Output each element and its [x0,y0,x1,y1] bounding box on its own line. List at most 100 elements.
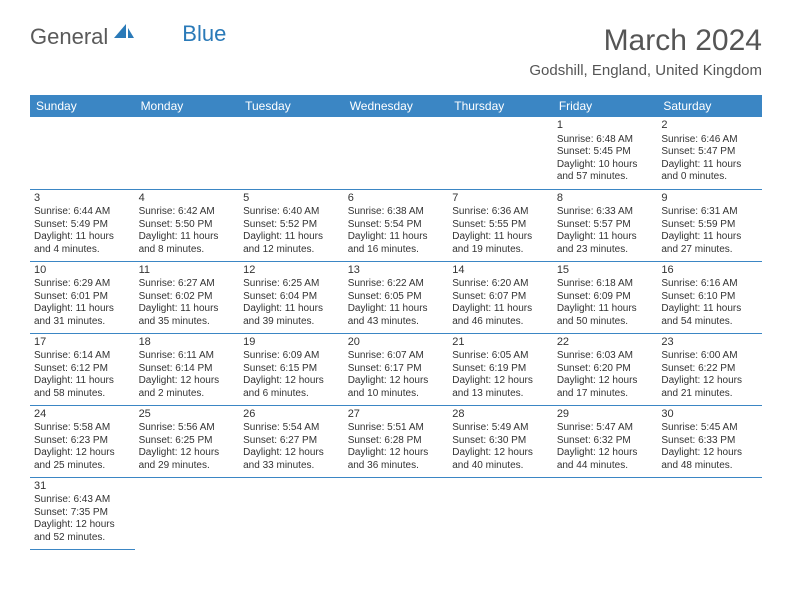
sunset-text: Sunset: 6:23 PM [34,435,131,448]
logo-text-blue: Blue [182,21,226,47]
calendar-day-cell: 15Sunrise: 6:18 AMSunset: 6:09 PMDayligh… [553,261,658,333]
weekday-header: Monday [135,95,240,117]
sunrise-text: Sunrise: 6:14 AM [34,350,131,363]
day-number: 6 [348,192,445,206]
day-number: 22 [557,336,654,350]
day-number: 21 [452,336,549,350]
daylight-text: Daylight: 11 hours and 43 minutes. [348,303,445,328]
calendar-empty-cell [239,477,344,549]
daylight-text: Daylight: 11 hours and 54 minutes. [661,303,758,328]
weekday-header: Thursday [448,95,553,117]
daylight-text: Daylight: 12 hours and 29 minutes. [139,447,236,472]
calendar-day-cell: 23Sunrise: 6:00 AMSunset: 6:22 PMDayligh… [657,333,762,405]
day-number: 4 [139,192,236,206]
sunset-text: Sunset: 5:55 PM [452,219,549,232]
sunset-text: Sunset: 5:59 PM [661,219,758,232]
calendar-empty-cell [553,477,658,549]
page-subtitle: Godshill, England, United Kingdom [529,62,762,79]
calendar-day-cell: 24Sunrise: 5:58 AMSunset: 6:23 PMDayligh… [30,405,135,477]
sunrise-text: Sunrise: 6:31 AM [661,206,758,219]
sunset-text: Sunset: 5:52 PM [243,219,340,232]
daylight-text: Daylight: 12 hours and 10 minutes. [348,375,445,400]
sunset-text: Sunset: 6:33 PM [661,435,758,448]
sunrise-text: Sunrise: 5:56 AM [139,422,236,435]
calendar-day-cell: 13Sunrise: 6:22 AMSunset: 6:05 PMDayligh… [344,261,449,333]
daylight-text: Daylight: 10 hours and 57 minutes. [557,159,654,184]
sunrise-text: Sunrise: 6:25 AM [243,278,340,291]
day-number: 9 [661,192,758,206]
weekday-header: Tuesday [239,95,344,117]
sunset-text: Sunset: 6:27 PM [243,435,340,448]
calendar-row: 24Sunrise: 5:58 AMSunset: 6:23 PMDayligh… [30,405,762,477]
sunset-text: Sunset: 5:57 PM [557,219,654,232]
calendar-empty-cell [239,117,344,189]
day-number: 26 [243,408,340,422]
day-number: 2 [661,119,758,133]
sunrise-text: Sunrise: 5:47 AM [557,422,654,435]
calendar-day-cell: 12Sunrise: 6:25 AMSunset: 6:04 PMDayligh… [239,261,344,333]
calendar-day-cell: 2Sunrise: 6:46 AMSunset: 5:47 PMDaylight… [657,117,762,189]
sunrise-text: Sunrise: 6:07 AM [348,350,445,363]
sunrise-text: Sunrise: 6:40 AM [243,206,340,219]
sunset-text: Sunset: 6:04 PM [243,291,340,304]
calendar-day-cell: 16Sunrise: 6:16 AMSunset: 6:10 PMDayligh… [657,261,762,333]
calendar-day-cell: 29Sunrise: 5:47 AMSunset: 6:32 PMDayligh… [553,405,658,477]
day-number: 20 [348,336,445,350]
day-number: 29 [557,408,654,422]
calendar-empty-cell [657,477,762,549]
daylight-text: Daylight: 11 hours and 0 minutes. [661,159,758,184]
sunrise-text: Sunrise: 6:33 AM [557,206,654,219]
calendar-day-cell: 20Sunrise: 6:07 AMSunset: 6:17 PMDayligh… [344,333,449,405]
calendar-empty-cell [135,117,240,189]
day-number: 7 [452,192,549,206]
daylight-text: Daylight: 12 hours and 40 minutes. [452,447,549,472]
day-number: 3 [34,192,131,206]
day-number: 13 [348,264,445,278]
calendar-empty-cell [448,117,553,189]
day-number: 11 [139,264,236,278]
sunrise-text: Sunrise: 6:09 AM [243,350,340,363]
day-number: 31 [34,480,131,494]
calendar-day-cell: 30Sunrise: 5:45 AMSunset: 6:33 PMDayligh… [657,405,762,477]
sunrise-text: Sunrise: 6:36 AM [452,206,549,219]
day-number: 28 [452,408,549,422]
daylight-text: Daylight: 11 hours and 35 minutes. [139,303,236,328]
daylight-text: Daylight: 11 hours and 12 minutes. [243,231,340,256]
sunset-text: Sunset: 5:54 PM [348,219,445,232]
sunrise-text: Sunrise: 6:27 AM [139,278,236,291]
daylight-text: Daylight: 12 hours and 33 minutes. [243,447,340,472]
sunrise-text: Sunrise: 5:45 AM [661,422,758,435]
sunset-text: Sunset: 6:05 PM [348,291,445,304]
sunset-text: Sunset: 7:35 PM [34,507,131,520]
calendar-day-cell: 27Sunrise: 5:51 AMSunset: 6:28 PMDayligh… [344,405,449,477]
calendar-empty-cell [344,117,449,189]
sunset-text: Sunset: 6:01 PM [34,291,131,304]
day-number: 15 [557,264,654,278]
calendar-day-cell: 8Sunrise: 6:33 AMSunset: 5:57 PMDaylight… [553,189,658,261]
sail-icon [112,22,136,40]
calendar-day-cell: 3Sunrise: 6:44 AMSunset: 5:49 PMDaylight… [30,189,135,261]
day-number: 1 [557,119,654,133]
sunrise-text: Sunrise: 5:54 AM [243,422,340,435]
sunset-text: Sunset: 6:32 PM [557,435,654,448]
daylight-text: Daylight: 11 hours and 31 minutes. [34,303,131,328]
calendar-day-cell: 22Sunrise: 6:03 AMSunset: 6:20 PMDayligh… [553,333,658,405]
sunset-text: Sunset: 6:15 PM [243,363,340,376]
calendar-day-cell: 11Sunrise: 6:27 AMSunset: 6:02 PMDayligh… [135,261,240,333]
sunset-text: Sunset: 5:47 PM [661,146,758,159]
header: General Blue March 2024 Godshill, Englan… [30,24,762,79]
sunset-text: Sunset: 6:12 PM [34,363,131,376]
daylight-text: Daylight: 11 hours and 58 minutes. [34,375,131,400]
daylight-text: Daylight: 12 hours and 2 minutes. [139,375,236,400]
calendar-empty-cell [135,477,240,549]
weekday-header-row: Sunday Monday Tuesday Wednesday Thursday… [30,95,762,117]
calendar-day-cell: 18Sunrise: 6:11 AMSunset: 6:14 PMDayligh… [135,333,240,405]
daylight-text: Daylight: 12 hours and 36 minutes. [348,447,445,472]
weekday-header: Wednesday [344,95,449,117]
sunset-text: Sunset: 6:30 PM [452,435,549,448]
sunset-text: Sunset: 6:22 PM [661,363,758,376]
sunset-text: Sunset: 6:02 PM [139,291,236,304]
calendar-empty-cell [30,117,135,189]
day-number: 18 [139,336,236,350]
daylight-text: Daylight: 11 hours and 16 minutes. [348,231,445,256]
